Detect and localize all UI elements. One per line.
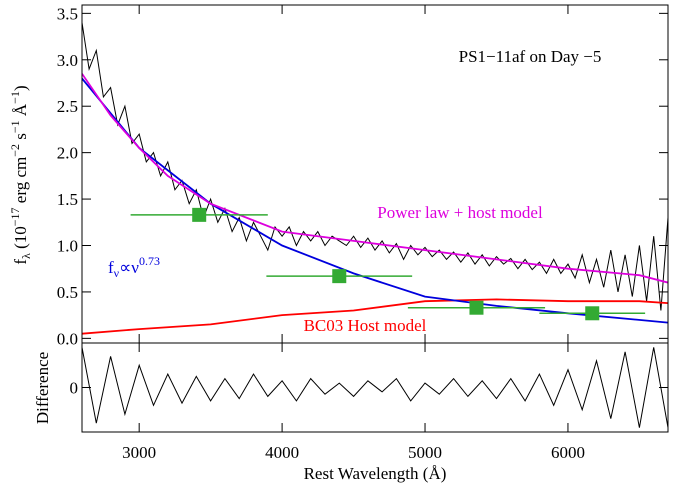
series-line bbox=[82, 73, 668, 284]
y-tick-label: 1.0 bbox=[57, 237, 78, 256]
label-part: λ bbox=[19, 253, 33, 259]
label-part: (10 bbox=[11, 226, 30, 253]
data-point bbox=[469, 300, 484, 315]
y-tick-label: 2.5 bbox=[57, 97, 78, 116]
data-point bbox=[332, 269, 347, 284]
series-line bbox=[82, 347, 668, 428]
y-tick-label: 0 bbox=[70, 379, 79, 398]
data-point bbox=[585, 306, 600, 321]
x-tick-label: 4000 bbox=[265, 443, 299, 462]
label-part: −1 bbox=[8, 120, 22, 133]
y-tick-label: 0.0 bbox=[57, 329, 78, 348]
y-tick-label: 1.5 bbox=[57, 190, 78, 209]
label-part: ν bbox=[114, 266, 120, 280]
y-tick-label: 3.5 bbox=[57, 4, 78, 23]
power-law-label: fν∝ν0.73 bbox=[108, 254, 160, 280]
label-part: erg cm bbox=[11, 157, 30, 208]
plot-frame bbox=[81, 342, 669, 433]
x-tick-label: 3000 bbox=[122, 443, 156, 462]
series-label: BC03 Host model bbox=[304, 316, 427, 335]
series-line bbox=[82, 77, 668, 324]
label-part: ) bbox=[11, 85, 30, 91]
series-label: Power law + host model bbox=[377, 203, 543, 222]
label-part: −1 bbox=[8, 91, 22, 104]
label-part: Å bbox=[11, 103, 30, 120]
y-tick-label: 2.0 bbox=[57, 144, 78, 163]
x-tick-label: 5000 bbox=[408, 443, 442, 462]
label-part: s bbox=[11, 133, 30, 144]
label-part: −17 bbox=[8, 207, 22, 226]
series-line bbox=[82, 298, 668, 335]
label-part: f bbox=[108, 258, 114, 277]
data-point bbox=[192, 207, 207, 222]
label-part: 0.73 bbox=[139, 254, 160, 268]
label-part: ∝ν bbox=[119, 258, 139, 277]
annotation-title: PS1−11af on Day −5 bbox=[459, 47, 602, 66]
x-tick-label: 6000 bbox=[551, 443, 585, 462]
label-part: f bbox=[11, 259, 30, 265]
y-tick-label: 0.5 bbox=[57, 283, 78, 302]
label-part: −2 bbox=[8, 144, 22, 157]
y-axis-label: fλ (10−17 erg cm−2 s−1 Å−1) bbox=[8, 85, 33, 264]
y-axis-label: Difference bbox=[33, 352, 52, 424]
y-tick-label: 3.0 bbox=[57, 51, 78, 70]
x-axis-label: Rest Wavelength (Å) bbox=[304, 464, 447, 483]
